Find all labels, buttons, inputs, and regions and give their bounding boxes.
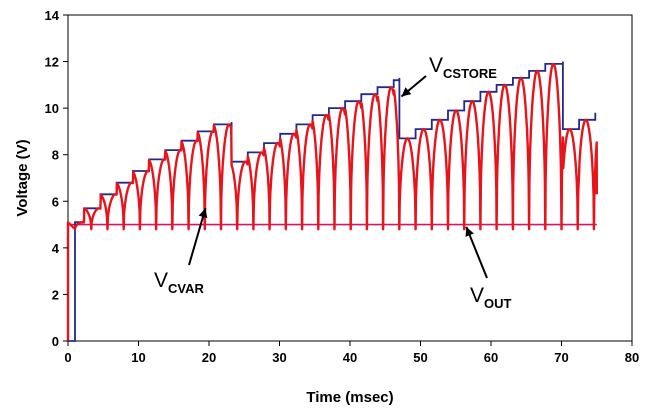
series-vcvar-line xyxy=(66,62,598,341)
annotation-cstore: VCSTORE xyxy=(400,54,497,98)
y-tick-label: 6 xyxy=(52,194,59,209)
x-tick-label: 10 xyxy=(131,350,145,365)
x-tick-label: 30 xyxy=(272,350,286,365)
y-tick-label: 0 xyxy=(52,334,59,349)
y-tick-label: 10 xyxy=(45,101,59,116)
annotation-cvar: VCVAR xyxy=(154,207,208,296)
annotation-label: VOUT xyxy=(470,284,512,311)
axes-layer: 0 10 20 30 40 50 60 70 80 0 2 4 6 8 10 12 14 xyxy=(45,8,640,365)
x-tick-label: 70 xyxy=(554,350,568,365)
x-tick-label: 80 xyxy=(625,350,639,365)
annotation-label-subscript: OUT xyxy=(484,296,512,311)
x-tick-label: 40 xyxy=(343,350,357,365)
annotation-arrow-line xyxy=(188,207,207,266)
x-axis-title: Time (msec) xyxy=(306,389,393,406)
y-tick-label: 4 xyxy=(52,241,60,256)
annotation-arrow-head xyxy=(401,87,412,97)
annotation-arrow-head xyxy=(198,208,208,219)
annotation-label-subscript: CSTORE xyxy=(443,66,497,81)
annotation-out: VOUT xyxy=(465,226,512,311)
x-tick-label: 0 xyxy=(64,350,71,365)
annotation-label: VCSTORE xyxy=(429,54,497,81)
y-tick-label: 12 xyxy=(45,55,59,70)
y-tick-label: 2 xyxy=(52,287,59,302)
annotation-label-main: V xyxy=(470,284,484,307)
y-tick-label: 14 xyxy=(45,8,60,23)
annotation-arrow-head xyxy=(465,226,474,237)
annotation-label: VCVAR xyxy=(154,269,204,296)
y-axis-title: Voltage (V) xyxy=(14,139,31,216)
x-tick-label: 60 xyxy=(484,350,498,365)
x-tick-label: 50 xyxy=(413,350,427,365)
x-tick-label: 20 xyxy=(202,350,216,365)
annotation-label-main: V xyxy=(154,269,168,292)
annotation-label-subscript: CVAR xyxy=(168,281,204,296)
annotation-arrow-line xyxy=(465,226,488,279)
annotation-label-main: V xyxy=(429,54,443,77)
series-layer xyxy=(66,61,598,342)
y-tick-label: 8 xyxy=(52,148,59,163)
